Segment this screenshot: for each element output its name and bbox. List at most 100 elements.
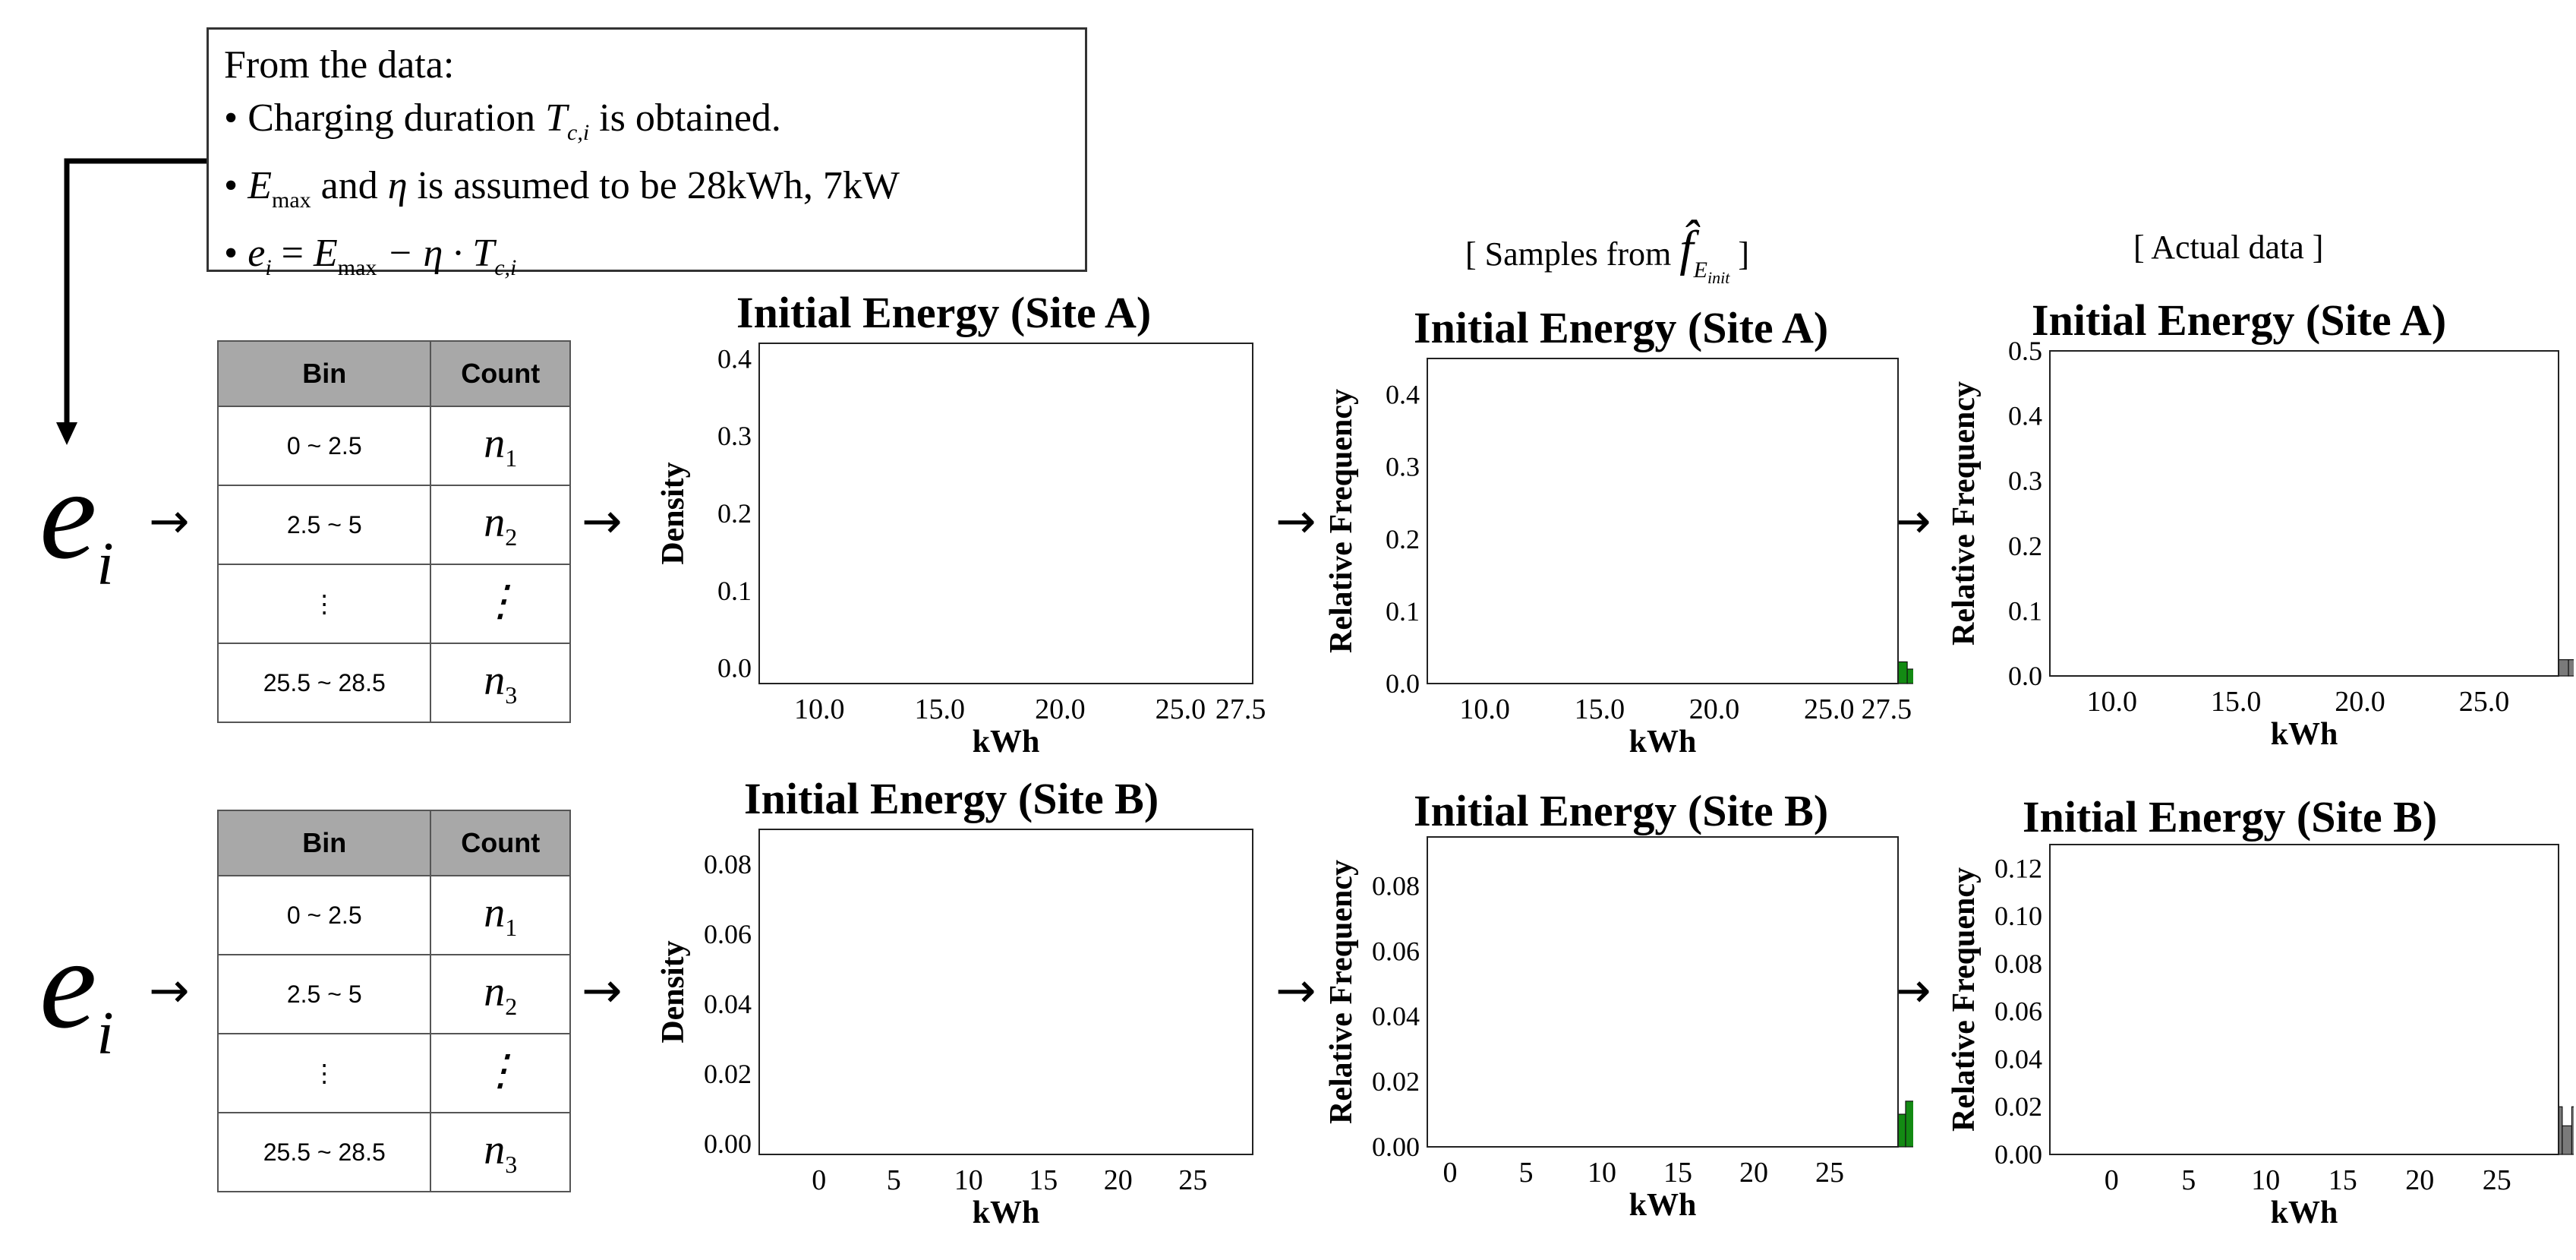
kde-chart-site-a: 10.015.020.025.027.50.00.10.20.30.4KDEkW… [656, 343, 1266, 759]
x-tick-label: 20.0 [1035, 693, 1086, 725]
y-tick-label: 0.02 [1994, 1091, 2042, 1122]
count-n: n [484, 968, 506, 1015]
x-axis-label: kWh [973, 1195, 1040, 1230]
note-line-4-rest: − η · T [377, 232, 495, 275]
x-tick-label: 27.5 [1215, 693, 1266, 725]
count-cell: n1 [430, 406, 571, 486]
symbol-i: i [96, 531, 114, 598]
y-axis-label: Relative Frequency [1324, 860, 1359, 1124]
y-tick-label: 0.04 [1994, 1044, 2042, 1074]
y-tick-label: 0.08 [704, 849, 752, 879]
x-tick-label: 20.0 [1689, 693, 1740, 725]
table-row: 0 ~ 2.5 n1 [216, 406, 571, 486]
bin-cell: ⋮ [216, 1033, 432, 1113]
y-tick-label: 0.00 [1372, 1132, 1420, 1162]
x-axis-label: kWh [973, 725, 1040, 759]
header-bin: Bin [216, 340, 432, 407]
y-tick-label: 0.00 [704, 1129, 752, 1159]
note-line-2-post: is obtained. [589, 96, 781, 140]
x-tick-label: 0 [1443, 1157, 1458, 1189]
count-n: n [484, 419, 506, 467]
sample-histogram-site-a: 10.0 15.0 20.0 25.0 27.5 0.0 0.1 0.2 0.3 0.4 kWh Re… [1324, 358, 1913, 759]
y-tick-label: 0.1 [717, 576, 752, 606]
x-tick-label: 0 [2105, 1164, 2119, 1196]
symbol-i: i [96, 1000, 114, 1067]
table-row: ⋮ ⋮ [216, 564, 571, 644]
x-axis-label: kWh [2271, 717, 2338, 752]
x-tick-label: 25 [1178, 1164, 1207, 1196]
y-tick-label: 0.2 [1386, 524, 1420, 554]
note-symbol-eta: η [387, 164, 408, 207]
x-tick-label: 15 [2328, 1164, 2357, 1196]
arrow-kde-to-sample-a: → [1275, 494, 1316, 550]
x-tick-label: 10.0 [1459, 693, 1510, 725]
title-kde-b: Initial Energy (Site B) [744, 774, 1159, 823]
plot-frame [2049, 844, 2559, 1155]
plot-frame [758, 829, 1253, 1155]
histogram-bar [1906, 668, 1913, 684]
bin-cell: 0 ~ 2.5 [216, 406, 432, 486]
note-line-1-text: From the data: [224, 43, 455, 87]
y-tick-label: 0.10 [1994, 901, 2042, 931]
plot-frame [2049, 350, 2559, 677]
count-sub: 1 [505, 444, 518, 472]
arrow-kde-to-sample-b: → [1275, 963, 1316, 1019]
bin-cell: 25.5 ~ 28.5 [216, 1112, 432, 1192]
symbol-e: e [39, 912, 97, 1055]
bin-table-b: Bin Count 0 ~ 2.5 n1 2.5 ~ 5 n2 ⋮ ⋮ 25.5 ~ … [216, 810, 571, 1192]
y-tick-label: 0.2 [2008, 531, 2042, 561]
x-tick-label: 20 [1739, 1157, 1768, 1189]
y-tick-label: 0.3 [1386, 452, 1420, 482]
y-tick-label: 0.12 [1994, 853, 2042, 883]
x-tick-label: 10 [1588, 1157, 1616, 1189]
y-tick-label: 0.4 [1386, 380, 1420, 410]
f-hat-sub-init: init [1707, 268, 1730, 287]
y-tick-label: 0.02 [1372, 1066, 1420, 1097]
note-sub-ci2: c,i [494, 255, 517, 280]
actual-histogram-site-a: 10.0 15.0 20.0 25.0 0.0 0.1 0.2 0.3 0.4 0.5 kWh Rel… [1947, 342, 2574, 752]
y-tick-label: 0.0 [717, 653, 752, 684]
x-tick-label: 15 [1663, 1157, 1692, 1189]
histogram-bar [2558, 659, 2569, 677]
header-actual: [ Actual data ] [2133, 229, 2324, 266]
y-axis-label: Density [656, 940, 691, 1043]
x-tick-label: 27.5 [1862, 693, 1912, 725]
x-tick-label: 5 [1519, 1157, 1534, 1189]
note-sub-max: max [271, 188, 311, 213]
x-tick-label: 25 [2483, 1164, 2511, 1196]
note-symbol-E: E [248, 164, 272, 207]
note-line-3: • Emax and η is assumed to be 28kWh, 7kW [224, 164, 900, 213]
y-axis-label: Relative Frequency [1947, 867, 1982, 1132]
y-axis-label: Relative Frequency [1324, 389, 1359, 653]
f-hat-sub-E: E [1693, 257, 1707, 283]
y-tick-label: 0.06 [704, 919, 752, 949]
x-tick-label: 5 [887, 1164, 901, 1196]
bin-cell: 2.5 ~ 5 [216, 485, 432, 565]
kde-chart-site-b: 05101520250.000.020.040.060.08KDEkWhDens… [656, 829, 1253, 1230]
note-line-2-pre: • Charging duration [224, 96, 546, 140]
symbol-e: e [39, 443, 97, 586]
x-tick-label: 5 [2181, 1164, 2196, 1196]
histogram-bar [2562, 1125, 2573, 1155]
histogram-bar [2571, 1106, 2574, 1155]
count-cell: ⋮ [430, 1033, 571, 1113]
f-hat-symbol: f̂ [1679, 221, 1694, 276]
count-cell: n2 [430, 485, 571, 565]
title-sample-a: Initial Energy (Site A) [1414, 303, 1829, 352]
table-row: 2.5 ~ 5 n2 [216, 485, 571, 565]
note-symbol-E2: E [313, 232, 338, 275]
x-tick-label: 20 [2405, 1164, 2434, 1196]
x-axis-label: kWh [1629, 1188, 1697, 1223]
x-tick-label: 25.0 [1156, 693, 1206, 725]
note-symbol-e: e [248, 232, 266, 275]
count-n: n [484, 1126, 506, 1173]
count-sub: 3 [505, 1151, 518, 1179]
x-axis-label: kWh [1629, 725, 1697, 759]
x-axis-label: kWh [2271, 1195, 2338, 1230]
arrow-ei-to-table-a: → [149, 494, 190, 550]
count-n: ⋮ [479, 1047, 522, 1095]
assumption-note-box: From the data: • Charging duration Tc,i … [207, 27, 1087, 280]
x-tick-label: 25 [1815, 1157, 1844, 1189]
count-cell: n2 [430, 954, 571, 1034]
